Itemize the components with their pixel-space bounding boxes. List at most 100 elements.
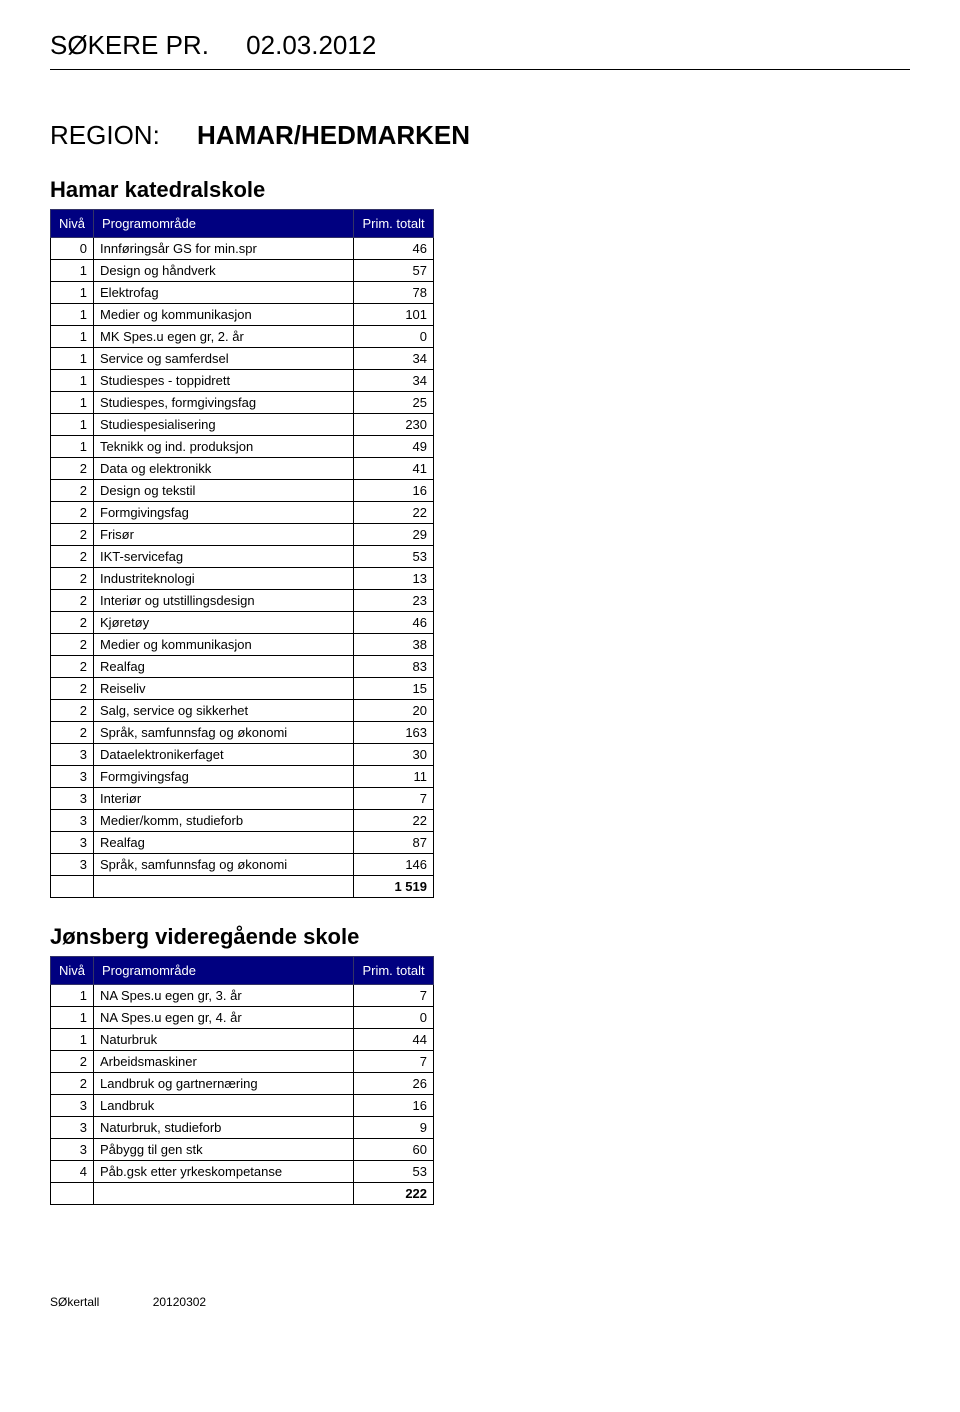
data-table: NivåProgramområdePrim. totalt1NA Spes.u …: [50, 956, 434, 1205]
table-row: 1Studiespesialisering230: [51, 414, 434, 436]
cell-niva: 4: [51, 1161, 94, 1183]
cell-niva: [51, 1183, 94, 1205]
cell-niva: 1: [51, 260, 94, 282]
col-header-prog: Programområde: [94, 210, 354, 238]
cell-niva: 2: [51, 634, 94, 656]
cell-prog: Design og håndverk: [94, 260, 354, 282]
cell-niva: 2: [51, 722, 94, 744]
cell-niva: 2: [51, 700, 94, 722]
cell-prim: 87: [354, 832, 434, 854]
data-table: NivåProgramområdePrim. totalt0Innførings…: [50, 209, 434, 898]
cell-niva: 1: [51, 282, 94, 304]
cell-niva: 2: [51, 678, 94, 700]
cell-niva: 3: [51, 744, 94, 766]
cell-prog: Dataelektronikerfaget: [94, 744, 354, 766]
cell-prim: 11: [354, 766, 434, 788]
cell-prog: Språk, samfunnsfag og økonomi: [94, 722, 354, 744]
cell-prim: 13: [354, 568, 434, 590]
table-row: 1Service og samferdsel34: [51, 348, 434, 370]
cell-niva: 3: [51, 810, 94, 832]
cell-prog: Språk, samfunnsfag og økonomi: [94, 854, 354, 876]
cell-prim: 0: [354, 326, 434, 348]
cell-niva: 2: [51, 568, 94, 590]
table-row: 1Studiespes, formgivingsfag25: [51, 392, 434, 414]
table-row: 4Påb.gsk etter yrkeskompetanse53: [51, 1161, 434, 1183]
cell-niva: 1: [51, 304, 94, 326]
cell-niva: 3: [51, 766, 94, 788]
cell-prog: Formgivingsfag: [94, 766, 354, 788]
cell-prog: [94, 1183, 354, 1205]
footer-right: 20120302: [153, 1295, 206, 1309]
region-line: REGION: HAMAR/HEDMARKEN: [50, 120, 910, 151]
table-row: 2Realfag83: [51, 656, 434, 678]
table-row: 2Salg, service og sikkerhet20: [51, 700, 434, 722]
cell-prim: 23: [354, 590, 434, 612]
cell-prog: Innføringsår GS for min.spr: [94, 238, 354, 260]
cell-niva: 3: [51, 1117, 94, 1139]
page-footer: SØkertall 20120302: [50, 1295, 910, 1309]
cell-niva: 1: [51, 326, 94, 348]
cell-niva: 2: [51, 612, 94, 634]
cell-prim: 22: [354, 810, 434, 832]
cell-niva: 1: [51, 1007, 94, 1029]
cell-prog: MK Spes.u egen gr, 2. år: [94, 326, 354, 348]
cell-niva: 2: [51, 480, 94, 502]
cell-prim: 163: [354, 722, 434, 744]
cell-prim: 22: [354, 502, 434, 524]
cell-niva: 1: [51, 985, 94, 1007]
cell-prog: Studiespes, formgivingsfag: [94, 392, 354, 414]
table-row: 3Språk, samfunnsfag og økonomi146: [51, 854, 434, 876]
table-total-row: 222: [51, 1183, 434, 1205]
cell-prog: Påbygg til gen stk: [94, 1139, 354, 1161]
cell-prog: Design og tekstil: [94, 480, 354, 502]
cell-prog: Industriteknologi: [94, 568, 354, 590]
cell-prim: 9: [354, 1117, 434, 1139]
header-rule: [50, 69, 910, 70]
cell-prog: IKT-servicefag: [94, 546, 354, 568]
table-row: 2Medier og kommunikasjon38: [51, 634, 434, 656]
cell-prim: 34: [354, 370, 434, 392]
cell-prim: 83: [354, 656, 434, 678]
cell-prim: 29: [354, 524, 434, 546]
cell-niva: [51, 876, 94, 898]
table-row: 0Innføringsår GS for min.spr46: [51, 238, 434, 260]
cell-prog: Kjøretøy: [94, 612, 354, 634]
cell-prog: Medier og kommunikasjon: [94, 634, 354, 656]
cell-prog: Realfag: [94, 832, 354, 854]
cell-prog: Salg, service og sikkerhet: [94, 700, 354, 722]
cell-prog: Naturbruk: [94, 1029, 354, 1051]
cell-niva: 1: [51, 370, 94, 392]
cell-niva: 2: [51, 590, 94, 612]
table-row: 1Medier og kommunikasjon101: [51, 304, 434, 326]
table-row: 3Dataelektronikerfaget30: [51, 744, 434, 766]
cell-niva: 1: [51, 414, 94, 436]
cell-prim: 26: [354, 1073, 434, 1095]
cell-prim: 146: [354, 854, 434, 876]
cell-prim: 46: [354, 612, 434, 634]
cell-prog: Naturbruk, studieforb: [94, 1117, 354, 1139]
table-row: 2Data og elektronikk41: [51, 458, 434, 480]
table-row: 2Frisør29: [51, 524, 434, 546]
table-row: 2Formgivingsfag22: [51, 502, 434, 524]
cell-prog: Studiespes - toppidrett: [94, 370, 354, 392]
header-date: 02.03.2012: [246, 30, 376, 60]
cell-prim: 16: [354, 480, 434, 502]
region-name: HAMAR/HEDMARKEN: [197, 120, 470, 150]
cell-prog: NA Spes.u egen gr, 4. år: [94, 1007, 354, 1029]
table-row: 1MK Spes.u egen gr, 2. år0: [51, 326, 434, 348]
cell-prim: 101: [354, 304, 434, 326]
cell-prog: Reiseliv: [94, 678, 354, 700]
table-row: 2Interiør og utstillingsdesign23: [51, 590, 434, 612]
cell-prog: Landbruk og gartnernæring: [94, 1073, 354, 1095]
cell-prim: 30: [354, 744, 434, 766]
cell-prim: 25: [354, 392, 434, 414]
cell-niva: 3: [51, 854, 94, 876]
cell-prog: Interiør: [94, 788, 354, 810]
cell-prim: 20: [354, 700, 434, 722]
cell-prog: Landbruk: [94, 1095, 354, 1117]
cell-niva: 1: [51, 436, 94, 458]
col-header-niva: Nivå: [51, 210, 94, 238]
table-row: 1NA Spes.u egen gr, 3. år7: [51, 985, 434, 1007]
cell-niva: 2: [51, 524, 94, 546]
cell-niva: 2: [51, 502, 94, 524]
